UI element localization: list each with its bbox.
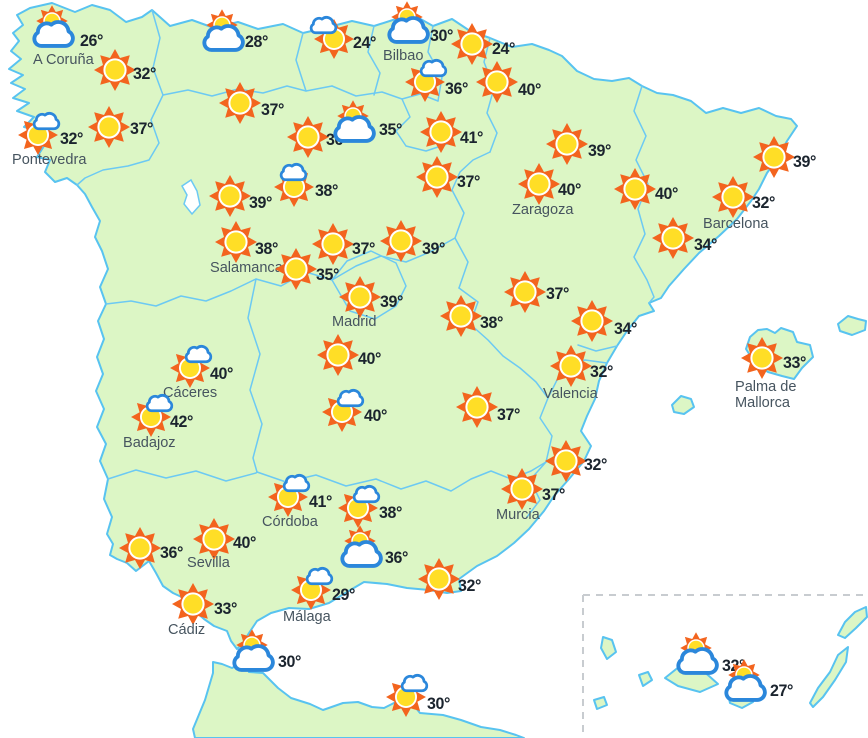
temperature-label: 33° bbox=[783, 353, 807, 372]
city-label: Sevilla bbox=[187, 554, 230, 571]
city-label: Málaga bbox=[283, 608, 331, 625]
la-gomera-island bbox=[638, 671, 653, 687]
city-label: Bilbao bbox=[383, 47, 424, 64]
temperature-label: 40° bbox=[358, 349, 382, 368]
temperature-label: 24° bbox=[353, 33, 377, 52]
temperature-label: 37° bbox=[352, 239, 376, 258]
temperature-label: 37° bbox=[261, 100, 285, 119]
city-label: Murcia bbox=[496, 506, 540, 523]
temperature-label: 38° bbox=[480, 313, 504, 332]
city-label: Zaragoza bbox=[512, 201, 574, 218]
el-hierro-island bbox=[593, 696, 608, 710]
temperature-label: 40° bbox=[364, 406, 388, 425]
city-label: Salamanca bbox=[210, 259, 283, 276]
city-label: Madrid bbox=[332, 313, 377, 330]
city-label: Valencia bbox=[543, 385, 598, 402]
temperature-label: 32° bbox=[458, 576, 482, 595]
temperature-label: 33° bbox=[214, 599, 238, 618]
temperature-label: 37° bbox=[497, 405, 521, 424]
temperature-label: 39° bbox=[380, 292, 404, 311]
temperature-label: 34° bbox=[694, 235, 718, 254]
temperature-label: 36° bbox=[160, 543, 184, 562]
temperature-label: 40° bbox=[558, 180, 582, 199]
ibiza-island bbox=[671, 395, 695, 415]
temperature-label: 32° bbox=[60, 129, 84, 148]
temperature-label: 34° bbox=[614, 319, 638, 338]
temperature-label: 39° bbox=[249, 193, 273, 212]
temperature-label: 32° bbox=[584, 455, 608, 474]
temperature-label: 40° bbox=[655, 184, 679, 203]
temperature-label: 32° bbox=[722, 656, 746, 675]
city-label: Córdoba bbox=[262, 513, 318, 530]
temperature-label: 30° bbox=[430, 26, 454, 45]
temperature-label: 39° bbox=[793, 152, 817, 171]
temperature-label: 32° bbox=[133, 64, 157, 83]
temperature-label: 41° bbox=[309, 492, 333, 511]
temperature-label: 32° bbox=[752, 193, 776, 212]
temperature-label: 26° bbox=[80, 31, 104, 50]
temperature-label: 40° bbox=[210, 364, 234, 383]
temperature-label: 40° bbox=[233, 533, 257, 552]
canary-inset-border bbox=[582, 594, 868, 738]
temperature-label: 28° bbox=[245, 32, 269, 51]
temperature-label: 37° bbox=[542, 485, 566, 504]
temperature-label: 36° bbox=[385, 548, 409, 567]
temperature-label: 39° bbox=[588, 141, 612, 160]
temperature-label: 38° bbox=[255, 239, 279, 258]
temperature-label: 36° bbox=[445, 79, 469, 98]
temperature-label: 30° bbox=[427, 694, 451, 713]
city-label: A Coruña bbox=[33, 51, 94, 68]
temperature-label: 41° bbox=[460, 128, 484, 147]
temperature-label: 35° bbox=[316, 265, 340, 284]
canary-islands bbox=[593, 606, 868, 710]
city-label: Badajoz bbox=[123, 434, 176, 451]
temperature-label: 35° bbox=[379, 120, 403, 139]
temperature-label: 40° bbox=[518, 80, 542, 99]
city-label: Palma de Mallorca bbox=[735, 378, 797, 411]
temperature-label: 32° bbox=[590, 362, 614, 381]
la-palma-island bbox=[600, 636, 617, 660]
temperature-label: 36° bbox=[326, 130, 350, 149]
temperature-label: 27° bbox=[770, 681, 794, 700]
lanzarote-island bbox=[837, 606, 868, 639]
temperature-label: 24° bbox=[492, 39, 516, 58]
lake bbox=[181, 178, 201, 216]
temperature-label: 38° bbox=[379, 503, 403, 522]
temperature-label: 37° bbox=[457, 172, 481, 191]
city-label: Barcelona bbox=[703, 215, 769, 232]
temperature-label: 30° bbox=[278, 652, 302, 671]
temperature-label: 37° bbox=[130, 119, 154, 138]
temperature-label: 37° bbox=[546, 284, 570, 303]
temperature-label: 29° bbox=[332, 585, 356, 604]
menorca-island bbox=[837, 315, 867, 336]
north-africa-coast bbox=[192, 661, 525, 738]
temperature-label: 38° bbox=[315, 181, 339, 200]
temperature-label: 42° bbox=[170, 412, 194, 431]
temperature-label: 39° bbox=[422, 239, 446, 258]
city-label: Cáceres bbox=[163, 384, 218, 401]
city-label: Pontevedra bbox=[12, 151, 87, 168]
fuerteventura-island bbox=[809, 646, 849, 708]
city-label: Cádiz bbox=[168, 621, 206, 638]
